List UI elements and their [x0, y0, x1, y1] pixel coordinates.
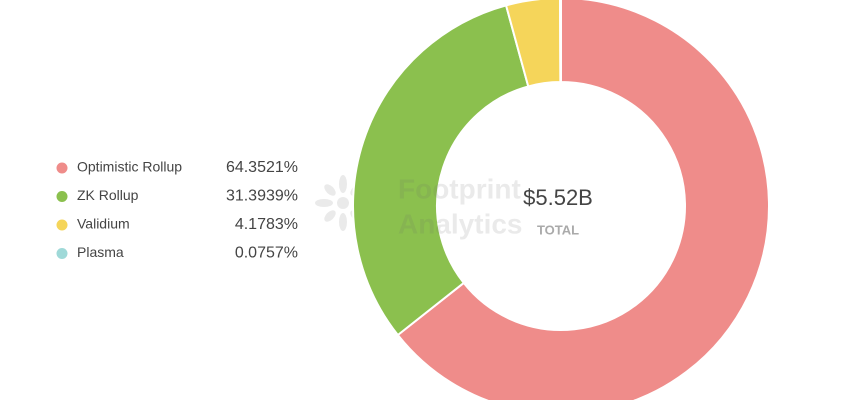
- legend-marker: [56, 162, 68, 174]
- legend-label: Optimistic Rollup: [77, 159, 182, 175]
- legend-marker: [56, 248, 68, 259]
- donut-segment: [559, 0, 562, 84]
- legend-marker: [56, 191, 68, 202]
- legend-label: Validium: [77, 216, 130, 232]
- center-value: $5.52B: [523, 185, 593, 210]
- watermark-text: Footprint: [398, 173, 521, 204]
- donut-segment: [352, 4, 530, 337]
- center-label: TOTAL: [537, 222, 579, 237]
- legend-label: Plasma: [77, 244, 124, 260]
- legend-value: 4.1783%: [235, 216, 298, 233]
- legend-value: 0.0757%: [235, 245, 298, 262]
- legend-value: 31.3939%: [226, 188, 298, 205]
- legend-value: 64.3521%: [226, 159, 298, 176]
- donut-segment: [396, 0, 770, 400]
- legend-marker: [56, 219, 68, 231]
- watermark-text: Analytics: [398, 208, 523, 239]
- legend-label: ZK Rollup: [77, 187, 139, 203]
